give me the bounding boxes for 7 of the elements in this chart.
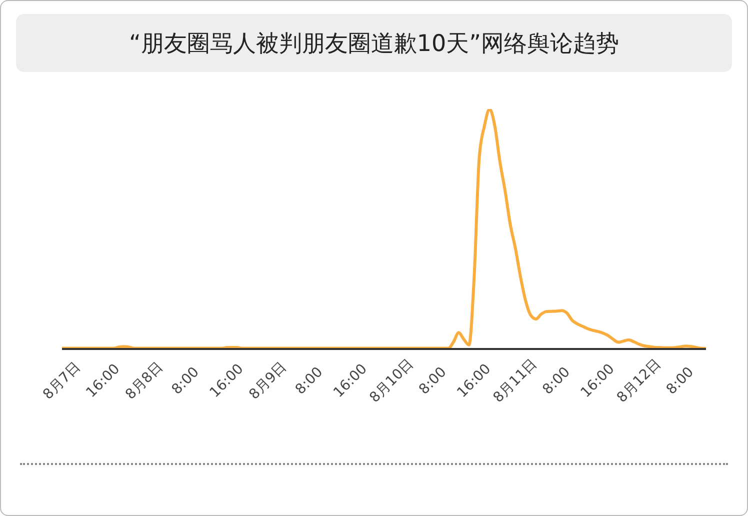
x-tick-label: 8月10日 xyxy=(366,356,417,406)
x-tick-label: 8月8日 xyxy=(122,359,166,403)
x-tick-label: 8月12日 xyxy=(614,356,664,406)
chart-title: “朋友圈骂人被判朋友圈道歉10天”网络舆论趋势 xyxy=(16,14,732,72)
x-tick-label: 8月11日 xyxy=(490,356,540,406)
x-tick-label: 8月9日 xyxy=(246,359,290,403)
x-tick-label: 8月7日 xyxy=(40,359,84,403)
